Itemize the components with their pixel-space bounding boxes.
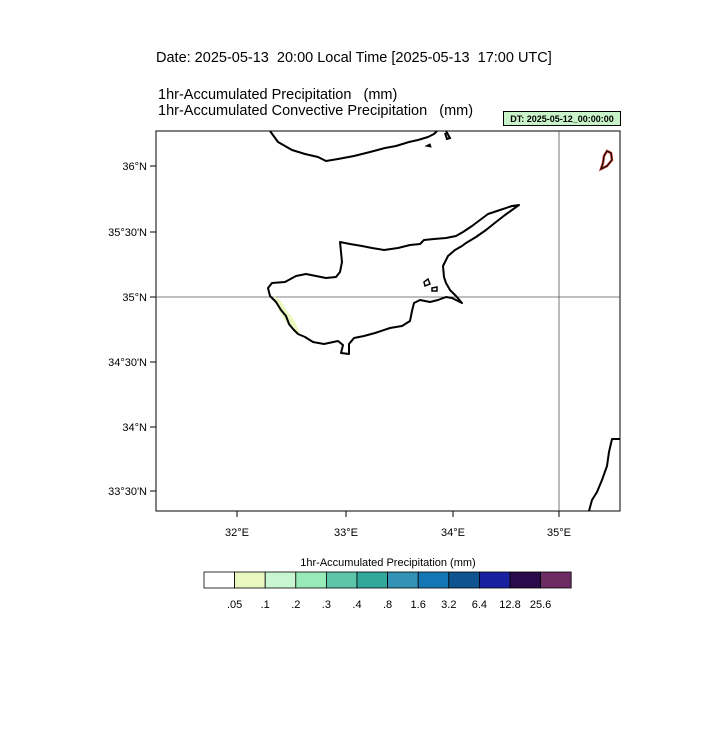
lat-label-35n: 35°N [122, 292, 147, 304]
colorbar-swatch-11 [540, 571, 572, 589]
plot-title: Date: 2025-05-13 20:00 Local Time [2025-… [156, 50, 552, 66]
colorbar-swatch-5 [356, 571, 389, 589]
lon-label-34e: 34°E [441, 527, 465, 539]
colorbar-label-2: .2 [291, 599, 300, 611]
lat-label-33-30n: 33°30'N [108, 486, 147, 498]
colorbar-label-1: .1 [261, 599, 270, 611]
colorbar-swatch-7 [417, 571, 450, 589]
colorbar-swatch-9 [478, 571, 511, 589]
lat-label-35-30n: 35°30'N [108, 227, 147, 239]
colorbar-swatch-4 [325, 571, 358, 589]
colorbar-swatch-8 [448, 571, 480, 589]
colorbar-label-4: .4 [352, 599, 361, 611]
coastline-lebanon [588, 438, 620, 512]
colorbar-swatch-6 [387, 571, 419, 589]
colorbar-title: 1hr-Accumulated Precipitation (mm) [300, 557, 475, 569]
colorbar-swatch-0 [203, 571, 236, 589]
subtitle-precipitation: 1hr-Accumulated Precipitation (mm) [158, 87, 398, 103]
colorbar-label-7: 3.2 [441, 599, 456, 611]
lat-label-36n: 36°N [122, 161, 147, 173]
precip-patch [274, 296, 300, 334]
lake-larnaca [423, 277, 431, 288]
subtitle-convective-precipitation: 1hr-Accumulated Convective Precipitation… [158, 103, 474, 119]
lon-label-35e: 35°E [547, 527, 571, 539]
map-panel: 36°N 35°30'N 35°N 34°30'N 34°N 33°30'N 3… [108, 130, 621, 539]
colorbar-swatch-3 [295, 571, 327, 589]
colorbar-label-8: 6.4 [472, 599, 487, 611]
colorbar-label-6: 1.6 [411, 599, 426, 611]
colorbar-swatch-10 [509, 571, 542, 589]
colorbar-label-0: .05 [227, 599, 242, 611]
map-frame [155, 130, 621, 512]
lat-label-34-30n: 34°30'N [108, 357, 147, 369]
coastline-cyprus [267, 204, 520, 355]
coastline-syria-north [600, 150, 613, 170]
dt-badge: DT: 2025-05-12_00:00:00 [503, 111, 621, 126]
colorbar-label-10: 25.6 [530, 599, 551, 611]
longitude-axis: 32°E 33°E 34°E 35°E [225, 511, 571, 539]
colorbar-swatch-1 [234, 571, 266, 589]
latitude-axis: 36°N 35°30'N 35°N 34°30'N 34°N 33°30'N [108, 161, 156, 498]
colorbar-swatch-2 [264, 571, 297, 589]
colorbar-label-5: .8 [383, 599, 392, 611]
coastline-turkey [269, 130, 438, 162]
colorbar: 1hr-Accumulated Precipitation (mm) .05 .… [203, 557, 572, 611]
lat-label-34n: 34°N [122, 422, 147, 434]
colorbar-label-9: 12.8 [499, 599, 520, 611]
colorbar-label-3: .3 [322, 599, 331, 611]
coastline-turkey-islet [424, 143, 432, 148]
lake-small [431, 286, 438, 292]
lon-label-33e: 33°E [334, 527, 358, 539]
lon-label-32e: 32°E [225, 527, 249, 539]
coastline-turkey-cape [444, 130, 452, 141]
